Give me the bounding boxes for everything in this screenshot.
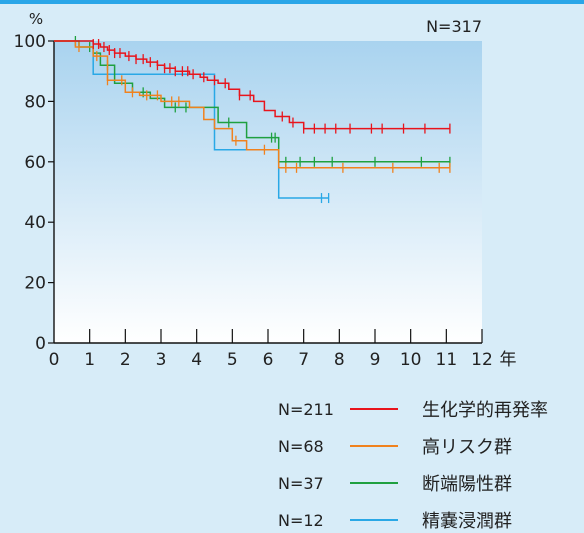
y-tick-label: 100: [14, 32, 46, 52]
x-tick-label: 6: [263, 350, 274, 370]
x-tick-label: 12: [471, 350, 493, 370]
x-tick-label: 0: [49, 350, 60, 370]
y-tick-label: 60: [24, 153, 46, 173]
x-tick-label: 5: [227, 350, 238, 370]
y-tick-label: 40: [24, 213, 46, 233]
legend-series-name: 断端陽性群: [422, 474, 512, 495]
legend-series-name: 精嚢浸潤群: [422, 511, 512, 532]
legend-series-name: 生化学的再発率: [422, 400, 548, 421]
x-unit-label: 年: [500, 350, 517, 370]
x-tick-label: 3: [156, 350, 167, 370]
x-tick-label: 8: [334, 350, 345, 370]
legend-n-label: N=211: [278, 400, 334, 419]
legend-n-label: N=12: [278, 511, 324, 530]
y-tick-label: 0: [35, 334, 46, 354]
top-accent-bar: [0, 0, 584, 4]
legend-n-label: N=37: [278, 474, 324, 493]
x-tick-label: 11: [436, 350, 458, 370]
series-line-2: [54, 40, 450, 169]
x-tick-label: 1: [84, 350, 95, 370]
total-n-label: N=317: [426, 17, 482, 36]
x-tick-label: 9: [370, 350, 381, 370]
plot-background: [54, 41, 482, 343]
x-tick-label: 2: [120, 350, 131, 370]
x-tick-label: 10: [400, 350, 422, 370]
y-tick-label: 20: [24, 274, 46, 294]
y-unit-label: %: [29, 10, 43, 28]
x-tick-label: 7: [298, 350, 309, 370]
legend-series-name: 高リスク群: [422, 437, 512, 458]
legend-n-label: N=68: [278, 437, 324, 456]
y-tick-label: 80: [24, 92, 46, 112]
x-tick-label: 4: [191, 350, 202, 370]
